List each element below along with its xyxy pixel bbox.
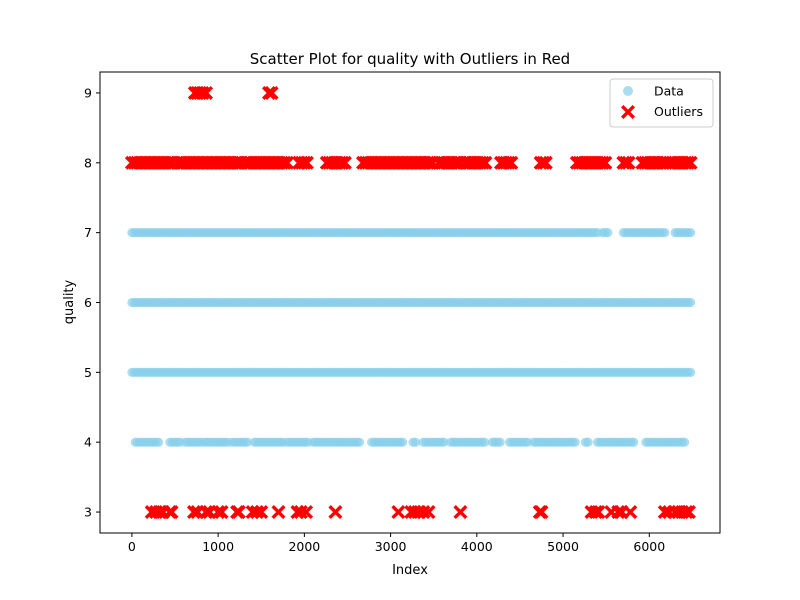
outlier-point xyxy=(297,155,312,170)
outlier-point xyxy=(231,505,246,520)
x-tick-label: 6000 xyxy=(633,539,665,554)
outlier-point xyxy=(337,155,352,170)
data-point xyxy=(686,367,696,377)
legend-data-marker xyxy=(623,86,633,96)
outlier-point xyxy=(679,505,694,520)
data-point xyxy=(686,228,696,238)
x-tick-label: 2000 xyxy=(288,539,320,554)
x-tick-label: 5000 xyxy=(547,539,579,554)
data-point xyxy=(154,437,164,447)
data-point xyxy=(603,228,613,238)
x-tick-label: 3000 xyxy=(375,539,407,554)
x-tick-label: 1000 xyxy=(202,539,234,554)
outlier-point xyxy=(621,155,636,170)
outlier-point xyxy=(681,505,696,520)
data-point xyxy=(242,437,253,447)
outlier-point xyxy=(536,155,551,170)
outlier-point xyxy=(534,505,549,520)
y-tick-label: 3 xyxy=(84,505,92,520)
outlier-point xyxy=(195,85,210,100)
outlier-point xyxy=(199,505,214,520)
outlier-point xyxy=(391,505,406,520)
outlier-point xyxy=(280,155,295,170)
outlier-point xyxy=(421,505,436,520)
x-tick-label: 0 xyxy=(128,539,136,554)
outlier-point xyxy=(254,505,269,520)
outlier-point xyxy=(271,505,286,520)
data-point xyxy=(570,437,580,447)
data-point xyxy=(398,437,408,447)
outlier-point xyxy=(619,155,634,170)
outlier-point xyxy=(453,505,468,520)
data-point xyxy=(660,228,670,238)
outlier-point xyxy=(595,155,610,170)
outlier-point xyxy=(423,155,438,170)
y-tick-label: 7 xyxy=(84,225,92,240)
outlier-point xyxy=(164,505,179,520)
y-tick-label: 6 xyxy=(84,295,92,310)
outlier-point xyxy=(277,155,292,170)
x-tick-label: 4000 xyxy=(461,539,493,554)
y-axis-label: quality xyxy=(62,279,77,324)
outlier-point xyxy=(683,155,698,170)
x-axis: 0 1000 2000 3000 4000 5000 6000 xyxy=(128,533,665,554)
legend-outlier-label: Outliers xyxy=(654,104,703,119)
y-tick-label: 5 xyxy=(84,365,92,380)
outlier-point xyxy=(299,155,314,170)
outlier-point xyxy=(211,505,226,520)
outlier-point xyxy=(199,85,214,100)
outlier-point xyxy=(186,505,201,520)
y-tick-label: 9 xyxy=(84,85,92,100)
legend-frame xyxy=(609,78,714,128)
data-point xyxy=(479,437,490,447)
data-point xyxy=(680,437,690,447)
outlier-point xyxy=(478,155,493,170)
outlier-point xyxy=(328,505,343,520)
data-point xyxy=(411,437,421,447)
legend-outlier-marker xyxy=(620,104,636,120)
outlier-point xyxy=(475,155,490,170)
outlier-point xyxy=(611,505,626,520)
plot-points xyxy=(124,85,698,520)
x-axis-label: Index xyxy=(392,563,428,578)
outlier-point xyxy=(262,85,277,100)
y-tick-label: 4 xyxy=(84,435,92,450)
outlier-point xyxy=(407,505,422,520)
data-point xyxy=(686,297,696,308)
legend: Data Outliers xyxy=(609,78,714,128)
outlier-point xyxy=(538,155,553,170)
data-point xyxy=(583,437,593,447)
data-point xyxy=(439,437,449,447)
outlier-point xyxy=(588,505,603,520)
outlier-point xyxy=(623,505,638,520)
outlier-point xyxy=(190,505,205,520)
outlier-point xyxy=(335,155,350,170)
data-point xyxy=(354,437,365,447)
outlier-point xyxy=(614,505,629,520)
outlier-point xyxy=(202,505,217,520)
y-tick-label: 8 xyxy=(84,155,92,170)
outlier-point xyxy=(681,155,696,170)
legend-outlier-x xyxy=(620,104,636,120)
outlier-point xyxy=(152,505,167,520)
outlier-point xyxy=(290,505,305,520)
outlier-point xyxy=(591,505,606,520)
legend-data-label: Data xyxy=(654,84,684,99)
y-axis: 3 4 5 6 7 8 9 xyxy=(84,85,100,520)
outlier-point xyxy=(504,155,519,170)
outlier-point xyxy=(264,85,279,100)
outlier-point xyxy=(214,505,229,520)
data-point xyxy=(495,437,505,447)
outlier-point xyxy=(501,155,516,170)
outlier-point xyxy=(598,155,613,170)
data-point xyxy=(629,437,639,447)
chart-title: Scatter Plot for quality with Outliers i… xyxy=(250,50,570,68)
outlier-point xyxy=(299,505,314,520)
